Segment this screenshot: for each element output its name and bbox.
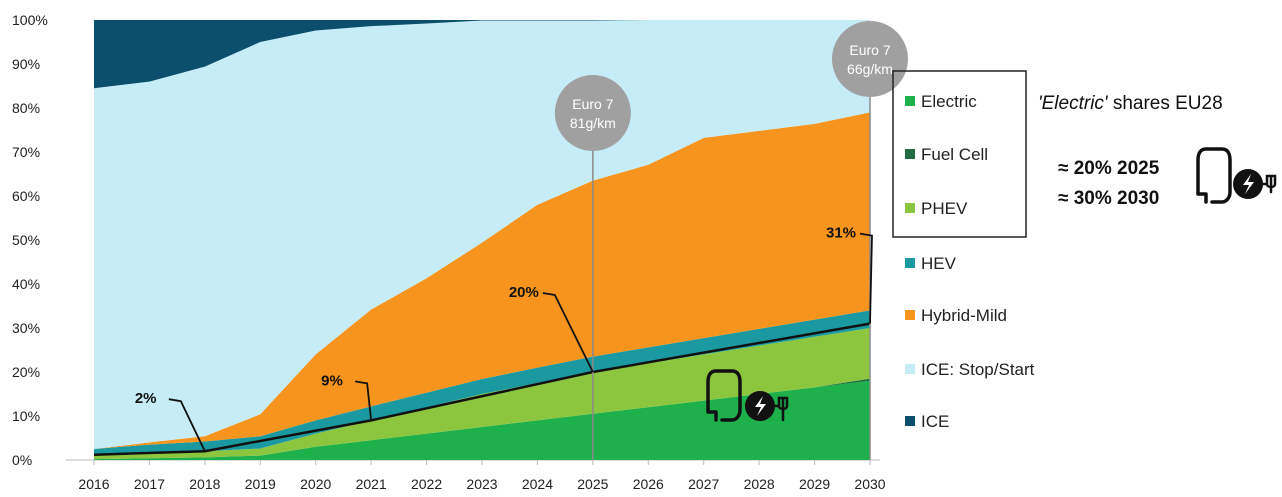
- legend-swatch: [905, 364, 915, 374]
- electric-share-note: 'Electric' shares EU28 ≈ 20% 2025 ≈ 30% …: [1038, 93, 1277, 209]
- x-tick-label: 2022: [411, 476, 442, 492]
- y-axis: 0% 10% 20% 30% 40% 50% 60% 70% 80% 90% 100%: [12, 12, 48, 468]
- y-tick-label: 40%: [12, 276, 40, 292]
- callout-label: 9%: [321, 372, 343, 389]
- marker-label-bottom: 81g/km: [570, 115, 616, 131]
- x-tick-label: 2019: [245, 476, 276, 492]
- ev-car-plug-icon: [706, 369, 789, 422]
- callout-label: 2%: [135, 390, 157, 407]
- y-tick-label: 30%: [12, 320, 40, 336]
- area-ice: [94, 20, 870, 89]
- share-callouts: 2% 9% 20% 31%: [135, 225, 873, 452]
- y-tick-label: 20%: [12, 364, 40, 380]
- x-tick-label: 2016: [78, 476, 109, 492]
- electric-share-line: [93, 322, 871, 456]
- area-phev: [94, 328, 870, 460]
- x-tick-label: 2023: [466, 476, 497, 492]
- callout-leader: [354, 380, 373, 421]
- legend-label: ICE: [921, 412, 949, 431]
- callout-label: 31%: [826, 225, 856, 242]
- x-axis: 2016 2017 2018 2019 2020 2021 2022 2023 2024 2025…: [66, 459, 886, 492]
- y-tick-label: 70%: [12, 144, 40, 160]
- area-ice-stop-start: [94, 20, 870, 449]
- legend-swatch: [905, 96, 915, 106]
- x-tick-label: 2018: [189, 476, 220, 492]
- side-note-title: 'Electric' shares EU28: [1038, 93, 1223, 114]
- legend-label: Fuel Cell: [921, 145, 988, 164]
- callout-label: 20%: [509, 284, 539, 301]
- stacked-areas: [93, 20, 871, 460]
- area-electric: [94, 380, 870, 460]
- callout-leader: [542, 292, 594, 373]
- y-tick-label: 50%: [12, 232, 40, 248]
- y-tick-label: 10%: [12, 408, 40, 424]
- legend: Electric Fuel Cell PHEV HEV Hybrid-Mild ICE: …: [892, 70, 1035, 431]
- side-note-2030: ≈ 30% 2030: [1058, 188, 1159, 209]
- callout-leader: [168, 398, 206, 452]
- y-tick-label: 80%: [12, 100, 40, 116]
- legend-swatch: [905, 416, 915, 426]
- x-tick-label: 2029: [799, 476, 830, 492]
- area-hybrid-mild: [94, 112, 870, 450]
- x-tick-label: 2028: [744, 476, 775, 492]
- x-tick-label: 2025: [577, 476, 608, 492]
- x-tick-label: 2027: [688, 476, 719, 492]
- legend-label: ICE: Stop/Start: [921, 360, 1035, 379]
- y-tick-label: 0%: [12, 452, 32, 468]
- side-note-2025: ≈ 20% 2025: [1058, 158, 1160, 179]
- legend-label: PHEV: [921, 199, 968, 218]
- x-tick-label: 2024: [522, 476, 553, 492]
- callout-leader: [859, 232, 873, 324]
- area-hev: [94, 310, 870, 455]
- x-tick-label: 2021: [356, 476, 387, 492]
- legend-swatch: [905, 203, 915, 213]
- legend-highlight-box: [892, 70, 1027, 238]
- legend-label: HEV: [921, 254, 957, 273]
- ev-car-plug-icon: [1196, 147, 1277, 204]
- marker-circle: [554, 75, 631, 151]
- marker-circle: [832, 21, 908, 97]
- legend-swatch: [905, 258, 915, 268]
- marker-label-top: Euro 7: [572, 96, 613, 112]
- x-tick-label: 2030: [854, 476, 885, 492]
- marker-label-top: Euro 7: [849, 42, 890, 58]
- x-tick-label: 2020: [300, 476, 331, 492]
- legend-label: Hybrid-Mild: [921, 306, 1007, 325]
- legend-swatch: [905, 310, 915, 320]
- legend-label: Electric: [921, 92, 977, 111]
- legend-swatch: [905, 149, 915, 159]
- y-tick-label: 60%: [12, 188, 40, 204]
- x-tick-label: 2017: [134, 476, 165, 492]
- emission-markers: Euro 7 81g/km Euro 7 66g/km: [554, 21, 908, 460]
- y-tick-label: 100%: [12, 12, 48, 28]
- marker-label-bottom: 66g/km: [847, 61, 893, 77]
- y-tick-label: 90%: [12, 56, 40, 72]
- x-tick-label: 2026: [633, 476, 664, 492]
